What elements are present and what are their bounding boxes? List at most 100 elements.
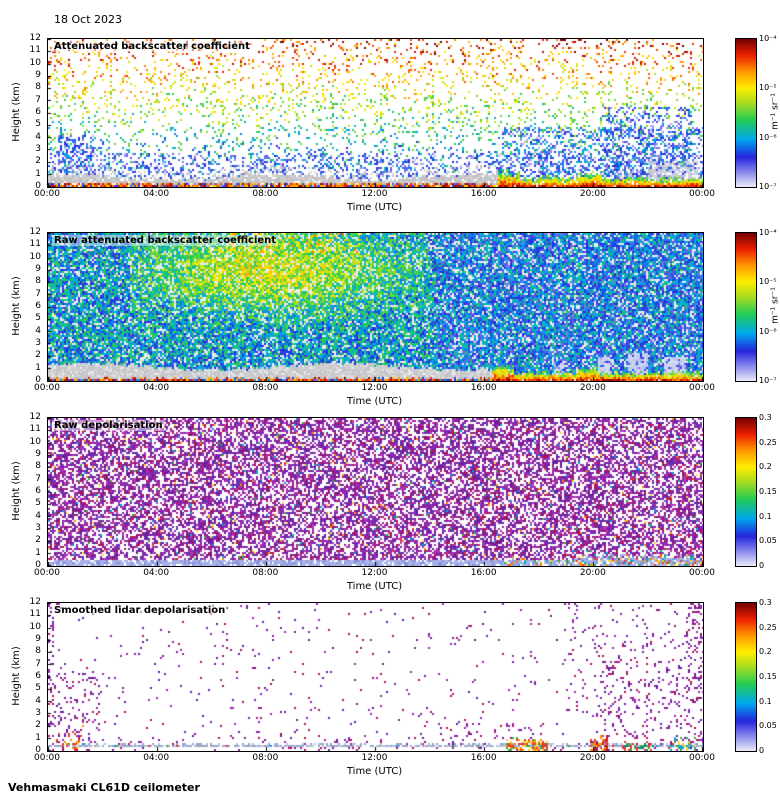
x-tick-label: 08:00 [252, 383, 279, 393]
y-tick-label: 2 [35, 350, 41, 361]
x-tick-label: 16:00 [470, 568, 497, 578]
colorbar [735, 602, 757, 752]
heatmap-canvas [48, 418, 703, 566]
y-tick-label: 5 [35, 119, 41, 130]
colorbar-tick-label: 10⁻⁴ [759, 228, 777, 237]
y-tick-label: 1 [35, 732, 41, 743]
colorbar-tick-labels: 10⁻⁴ 10⁻⁵ 10⁻⁶ 10⁻⁷ [759, 228, 780, 385]
y-tick-label: 0 [35, 181, 41, 191]
y-tick-label: 10 [29, 251, 41, 262]
y-tick-label: 11 [29, 609, 41, 620]
y-tick-label: 12 [29, 412, 41, 422]
x-tick-label: 04:00 [143, 383, 170, 393]
colorbar-tick-labels: 0.3 0.25 0.2 0.15 0.1 0.05 0 [759, 413, 780, 570]
x-tick-label: 12:00 [361, 189, 388, 199]
y-tick-label: 0 [35, 560, 41, 570]
colorbar-tick-label: 10⁻⁷ [759, 376, 777, 385]
y-tick-label: 10 [29, 57, 41, 68]
colorbar-tick-label: 0.25 [759, 622, 777, 632]
y-tick-label: 4 [35, 325, 41, 336]
x-tick-label: 20:00 [579, 753, 606, 763]
y-tick-label: 7 [35, 473, 41, 484]
y-tick-labels: 12 11 10 9 8 7 6 5 4 3 2 1 0 [0, 412, 44, 570]
x-tick-label: 00:00 [689, 383, 715, 393]
y-tick-label: 4 [35, 695, 41, 706]
x-tick-label: 04:00 [143, 189, 170, 199]
y-tick-label: 3 [35, 144, 41, 154]
colorbar-unit-label: m⁻¹ sr⁻¹ [770, 287, 780, 324]
colorbar-unit-label: m⁻¹ sr⁻¹ [770, 93, 780, 130]
panel-raw-depolarisation: Height (km) 12 11 10 9 8 7 6 5 4 3 2 1 0 Raw depolar… [0, 412, 780, 599]
colorbar-tick-label: 0.05 [759, 721, 777, 731]
x-tick-labels: 00:00 04:00 08:00 12:00 16:00 20:00 00:00 [0, 383, 780, 395]
colorbar-tick-label: 10⁻⁶ [759, 132, 777, 142]
heatmap-canvas [48, 603, 703, 751]
y-tick-label: 7 [35, 658, 41, 669]
colorbar-tick-label: 0.15 [759, 487, 777, 496]
y-tick-label: 8 [35, 461, 41, 472]
x-axis-label: Time (UTC) [346, 202, 403, 213]
plot-area: Raw attenuated backscatter coefficient [47, 232, 704, 382]
instrument-label: Vehmasmaki CL61D ceilometer [8, 781, 200, 794]
colorbar-tick-labels: 10⁻⁴ 10⁻⁵ 10⁻⁶ 10⁻⁷ [759, 34, 780, 191]
x-axis-label: Time (UTC) [346, 581, 403, 592]
colorbar [735, 38, 757, 188]
x-tick-label: 16:00 [470, 383, 497, 393]
y-tick-label: 10 [29, 436, 41, 447]
y-tick-label: 11 [29, 424, 41, 435]
colorbar-tick-label: 10⁻⁵ [759, 277, 777, 287]
colorbar-tick-label: 10⁻⁵ [759, 83, 777, 93]
colorbar-tick-label: 0 [759, 746, 765, 755]
plot-area: Raw depolarisation [47, 417, 704, 567]
y-tick-labels: 12 11 10 9 8 7 6 5 4 3 2 1 0 [0, 597, 44, 755]
colorbar-unit-label [771, 646, 780, 706]
heatmap-canvas [48, 233, 703, 381]
y-tick-label: 9 [35, 70, 41, 80]
y-tick-label: 12 [29, 33, 41, 43]
y-tick-label: 7 [35, 94, 41, 105]
x-tick-label: 08:00 [252, 753, 279, 763]
x-tick-label: 16:00 [470, 189, 497, 199]
x-tick-label: 00:00 [689, 753, 715, 763]
colorbar-tick-label: 10⁻⁴ [759, 34, 777, 43]
colorbar-tick-label: 0.15 [759, 672, 777, 681]
y-tick-label: 4 [35, 510, 41, 521]
colorbar-tick-label: 0.05 [759, 536, 777, 546]
colorbar [735, 417, 757, 567]
y-tick-labels: 12 11 10 9 8 7 6 5 4 3 2 1 0 [0, 33, 44, 191]
y-tick-label: 5 [35, 313, 41, 324]
colorbar [735, 232, 757, 382]
colorbar-tick-label: 0.1 [759, 696, 772, 706]
y-tick-label: 9 [35, 449, 41, 459]
x-tick-label: 12:00 [361, 568, 388, 578]
x-tick-label: 20:00 [579, 568, 606, 578]
x-tick-label: 04:00 [143, 753, 170, 763]
x-tick-label: 00:00 [34, 383, 60, 393]
y-tick-label: 8 [35, 646, 41, 657]
colorbar-tick-label: 10⁻⁷ [759, 182, 777, 191]
y-tick-label: 2 [35, 156, 41, 167]
date-label: 18 Oct 2023 [54, 13, 123, 26]
panel-title: Raw depolarisation [52, 420, 165, 431]
panel-attenuated-backscatter: Height (km) 12 11 10 9 8 7 6 5 4 3 2 1 0 Attenuated … [0, 33, 780, 220]
y-tick-label: 12 [29, 597, 41, 607]
panel-title: Raw attenuated backscatter coefficient [52, 235, 279, 246]
x-tick-label: 20:00 [579, 189, 606, 199]
y-tick-label: 9 [35, 264, 41, 274]
y-tick-label: 6 [35, 301, 41, 311]
y-tick-label: 6 [35, 486, 41, 496]
panel-title: Attenuated backscatter coefficient [52, 41, 252, 52]
y-tick-label: 2 [35, 535, 41, 546]
y-tick-label: 1 [35, 168, 41, 179]
x-tick-label: 12:00 [361, 383, 388, 393]
y-tick-label: 11 [29, 239, 41, 250]
y-tick-label: 1 [35, 547, 41, 558]
colorbar-tick-label: 0.3 [759, 413, 772, 422]
heatmap-canvas [48, 39, 703, 187]
x-tick-labels: 00:00 04:00 08:00 12:00 16:00 20:00 00:00 [0, 753, 780, 765]
y-tick-labels: 12 11 10 9 8 7 6 5 4 3 2 1 0 [0, 227, 44, 385]
x-axis-label: Time (UTC) [346, 396, 403, 407]
x-tick-label: 04:00 [143, 568, 170, 578]
y-tick-label: 6 [35, 107, 41, 117]
